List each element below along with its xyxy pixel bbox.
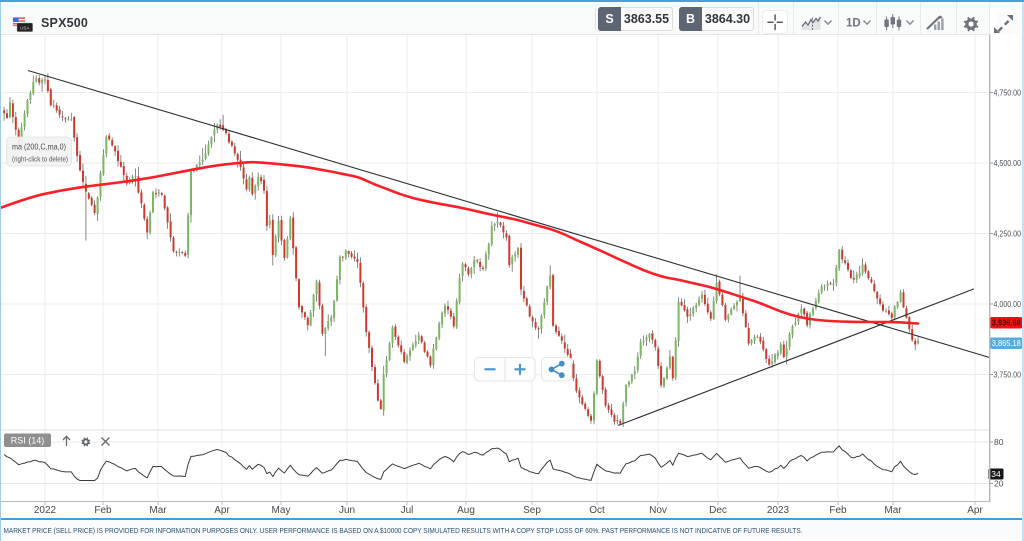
svg-text:Oct: Oct: [589, 505, 605, 516]
svg-text:(right-click to delete): (right-click to delete): [12, 155, 68, 164]
svg-text:4,250.00: 4,250.00: [994, 229, 1022, 239]
svg-text:May: May: [272, 505, 291, 516]
svg-text:Dec: Dec: [709, 505, 727, 516]
svg-text:2023: 2023: [767, 505, 790, 516]
svg-text:1D: 1D: [846, 18, 861, 30]
svg-text:3,750.00: 3,750.00: [994, 370, 1022, 380]
svg-text:4,000.00: 4,000.00: [994, 299, 1022, 309]
svg-text:Mar: Mar: [884, 505, 902, 516]
svg-text:4,500.00: 4,500.00: [994, 158, 1022, 168]
svg-text:Mar: Mar: [149, 505, 167, 516]
svg-text:80: 80: [994, 437, 1004, 447]
svg-text:Jul: Jul: [401, 505, 414, 516]
svg-text:Apr: Apr: [967, 505, 983, 516]
svg-text:Feb: Feb: [829, 505, 847, 516]
svg-text:3,865.18: 3,865.18: [992, 338, 1021, 348]
svg-text:Sep: Sep: [523, 505, 541, 516]
svg-text:34: 34: [991, 469, 1001, 479]
svg-text:3,936.68: 3,936.68: [992, 318, 1021, 328]
svg-text:Nov: Nov: [649, 505, 667, 516]
svg-text:Apr: Apr: [214, 505, 230, 516]
svg-text:20: 20: [994, 479, 1004, 489]
svg-text:2022: 2022: [34, 505, 57, 516]
svg-text:ma (200,C,ma,0): ma (200,C,ma,0): [12, 143, 66, 152]
svg-text:4,750.00: 4,750.00: [994, 88, 1022, 98]
svg-text:RSI (14): RSI (14): [11, 436, 45, 446]
svg-text:Feb: Feb: [94, 505, 112, 516]
svg-text:USA: USA: [20, 25, 30, 30]
svg-text:Jun: Jun: [339, 505, 355, 516]
svg-text:Aug: Aug: [457, 505, 475, 516]
